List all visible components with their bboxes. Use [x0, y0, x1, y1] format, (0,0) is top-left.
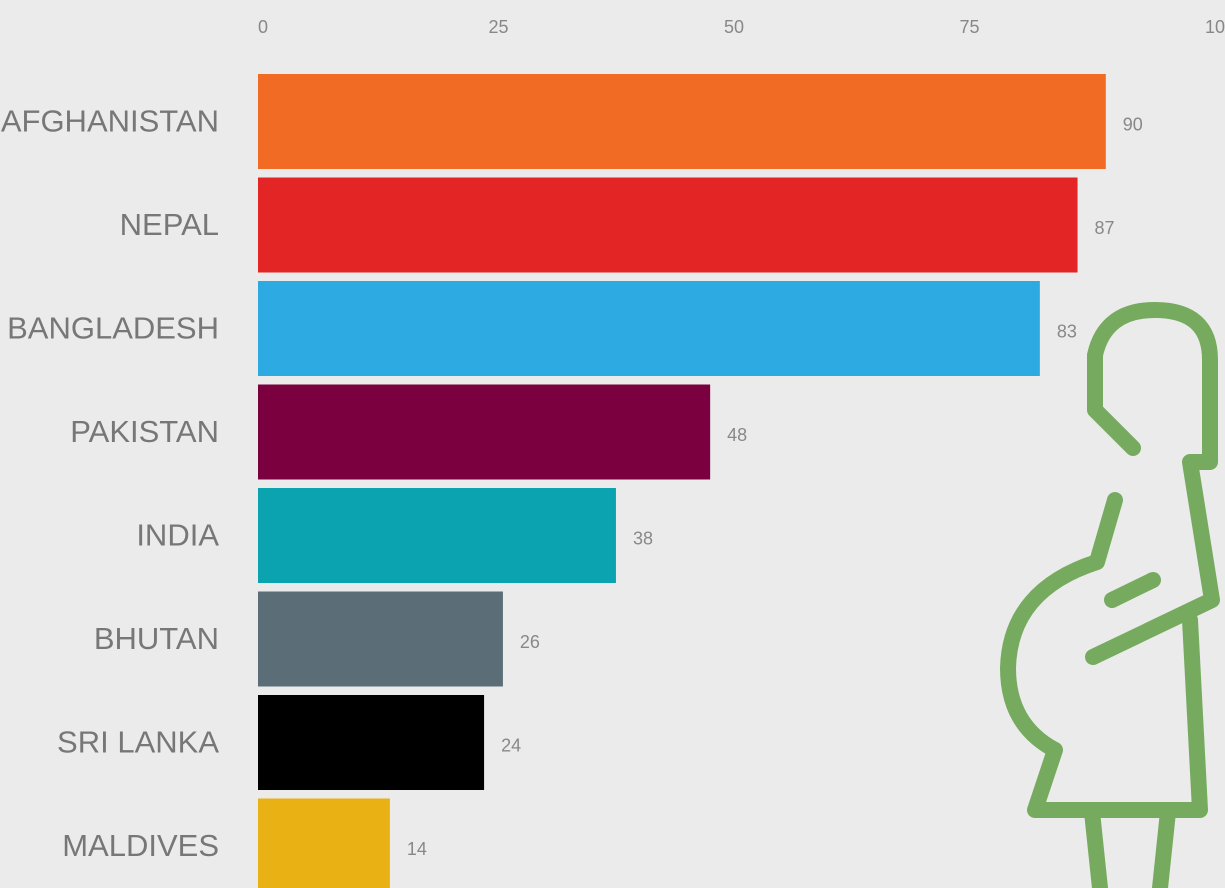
bar [258, 281, 1040, 376]
pregnant-woman-icon [1000, 302, 1220, 888]
bar [258, 384, 711, 480]
y-tick-label: AFGHANISTAN [1, 104, 219, 139]
value-label: 90 [1123, 114, 1143, 134]
y-tick-label: MALDIVES [62, 828, 219, 863]
y-tick-label: INDIA [136, 518, 219, 553]
y-tick-label: BHUTAN [94, 621, 219, 656]
bar [258, 488, 616, 583]
y-tick-label: SRI LANKA [57, 725, 219, 760]
bar [258, 177, 1078, 273]
x-tick-label: 75 [959, 17, 979, 37]
value-label: 38 [633, 528, 653, 548]
y-tick-label: BANGLADESH [7, 311, 219, 346]
value-label: 24 [501, 735, 521, 755]
x-tick-label: 25 [488, 17, 508, 37]
value-label: 14 [407, 839, 427, 859]
value-label: 87 [1095, 218, 1115, 238]
y-tick-label: NEPAL [120, 207, 219, 242]
x-tick-label: 50 [724, 17, 744, 37]
x-tick-label: 100 [1205, 17, 1225, 37]
bar [258, 695, 485, 790]
y-tick-label: PAKISTAN [70, 414, 219, 449]
plot: 0 25 50 75 100 AFGHANISTAN 90 NEPAL 87 BANGLADESH… [1, 17, 1225, 888]
value-label: 48 [727, 425, 747, 445]
bar [258, 74, 1106, 169]
bar [258, 798, 390, 888]
x-tick-label: 0 [258, 17, 268, 37]
value-label: 83 [1057, 321, 1077, 341]
bar [258, 591, 503, 687]
value-label: 26 [520, 632, 540, 652]
